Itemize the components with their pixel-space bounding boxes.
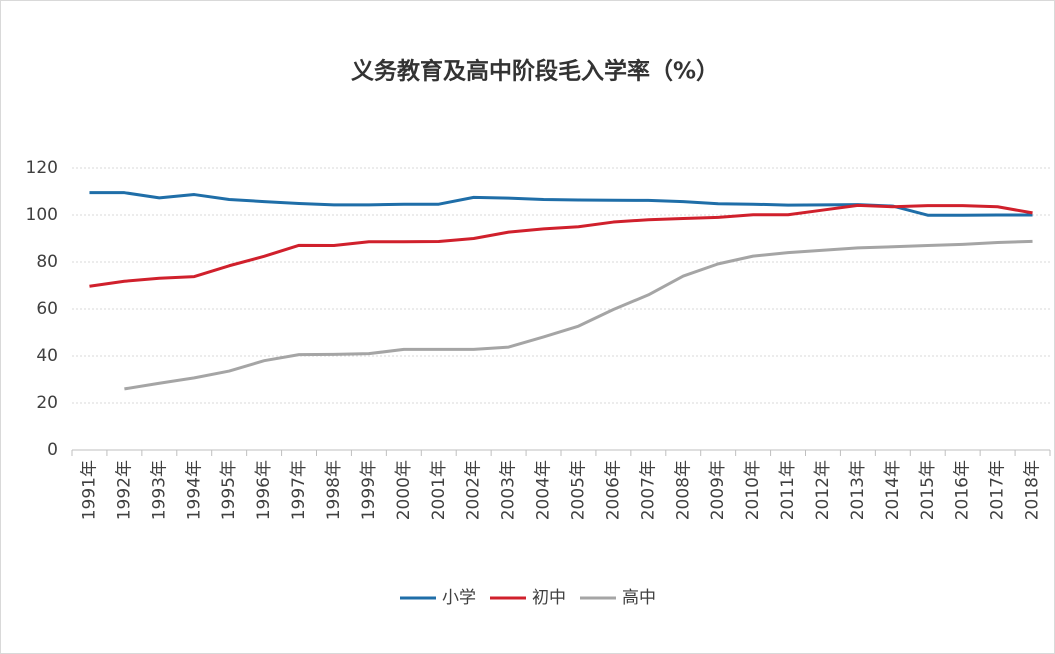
x-tick-label: 1996年 — [254, 460, 274, 520]
y-tick-label: 0 — [47, 440, 58, 460]
x-tick-label: 2005年 — [568, 460, 588, 520]
y-tick-label: 120 — [26, 158, 58, 178]
series-line — [89, 203, 1033, 288]
y-tick-label: 60 — [36, 299, 58, 319]
x-tick-label: 1995年 — [219, 460, 239, 520]
x-tick-label: 2007年 — [638, 460, 658, 520]
y-tick-label: 80 — [36, 252, 58, 272]
x-tick-label: 2012年 — [813, 460, 833, 520]
legend-item: 小学 — [400, 588, 476, 608]
y-tick-label: 40 — [36, 346, 58, 366]
legend-label: 小学 — [442, 588, 476, 608]
x-tick-label: 2002年 — [464, 460, 484, 520]
x-tick-label: 2006年 — [603, 460, 623, 520]
x-tick-label: 2011年 — [778, 460, 798, 520]
x-tick-label: 2016年 — [953, 460, 973, 520]
x-tick-label: 2010年 — [743, 460, 763, 520]
x-tick-label: 2001年 — [429, 460, 449, 520]
x-tick-label: 1993年 — [149, 460, 169, 520]
x-tick-label: 1999年 — [359, 460, 379, 520]
x-tick-label: 2003年 — [499, 460, 519, 520]
series-line — [124, 239, 1033, 391]
legend-item: 初中 — [490, 588, 566, 608]
x-tick-label: 2018年 — [1023, 460, 1043, 520]
x-tick-label: 2000年 — [394, 460, 414, 520]
legend-label: 初中 — [532, 588, 566, 608]
x-tick-label: 2004年 — [534, 460, 554, 520]
y-tick-label: 20 — [36, 393, 58, 413]
x-tick-label: 2013年 — [848, 460, 868, 520]
x-tick-label: 2015年 — [918, 460, 938, 520]
legend-item: 高中 — [580, 588, 656, 608]
x-tick-label: 2009年 — [708, 460, 728, 520]
x-tick-label: 1992年 — [114, 460, 134, 520]
x-tick-label: 2008年 — [673, 460, 693, 520]
x-tick-label: 1998年 — [324, 460, 344, 520]
x-tick-label: 2014年 — [883, 460, 903, 520]
x-tick-label: 2017年 — [988, 460, 1008, 520]
chart-title: 义务教育及高中阶段毛入学率（%） — [351, 58, 719, 85]
x-tick-label: 1991年 — [79, 460, 99, 520]
x-tick-label: 1994年 — [184, 460, 204, 520]
y-tick-label: 100 — [26, 205, 58, 225]
x-tick-label: 1997年 — [289, 460, 309, 520]
legend-label: 高中 — [622, 588, 656, 608]
